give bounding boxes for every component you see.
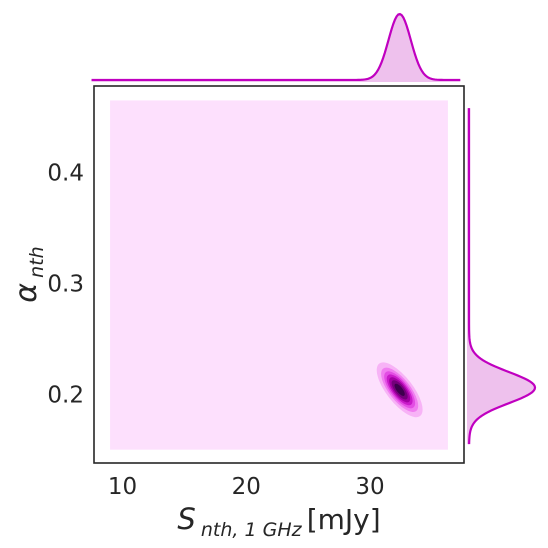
y-tick-label-0-4: 0.4 — [47, 160, 84, 186]
y-axis-subscript: nth — [26, 246, 48, 278]
top-marginal-line — [91, 12, 461, 82]
joint-kde-contour-layer — [376, 362, 423, 418]
x-axis-ticks: 10 20 30 — [108, 474, 385, 500]
y-tick-label-0-2: 0.2 — [47, 382, 84, 408]
right-marginal-kde — [467, 108, 537, 445]
x-tick-label-10: 10 — [108, 474, 137, 500]
right-marginal-line — [467, 108, 537, 445]
y-tick-label-0-3: 0.3 — [47, 271, 84, 297]
y-axis-symbol: α — [9, 283, 44, 303]
x-axis-label: S nth, 1 GHz [mJy] — [177, 502, 380, 541]
kde-contour-level-7 — [394, 383, 405, 396]
x-tick-label-20: 20 — [232, 474, 261, 500]
joint-plot-frame — [93, 85, 465, 464]
top-marginal-kde — [91, 12, 461, 82]
right-marginal-fill — [467, 108, 535, 445]
x-axis-subscript: nth, 1 GHz — [201, 519, 303, 541]
y-axis-label: α nth — [9, 246, 48, 302]
x-axis-unit: [mJy] — [307, 503, 381, 536]
x-tick-label-30: 30 — [355, 474, 384, 500]
x-axis-symbol: S — [177, 502, 195, 536]
y-axis-ticks: 0.2 0.3 0.4 — [47, 160, 84, 408]
